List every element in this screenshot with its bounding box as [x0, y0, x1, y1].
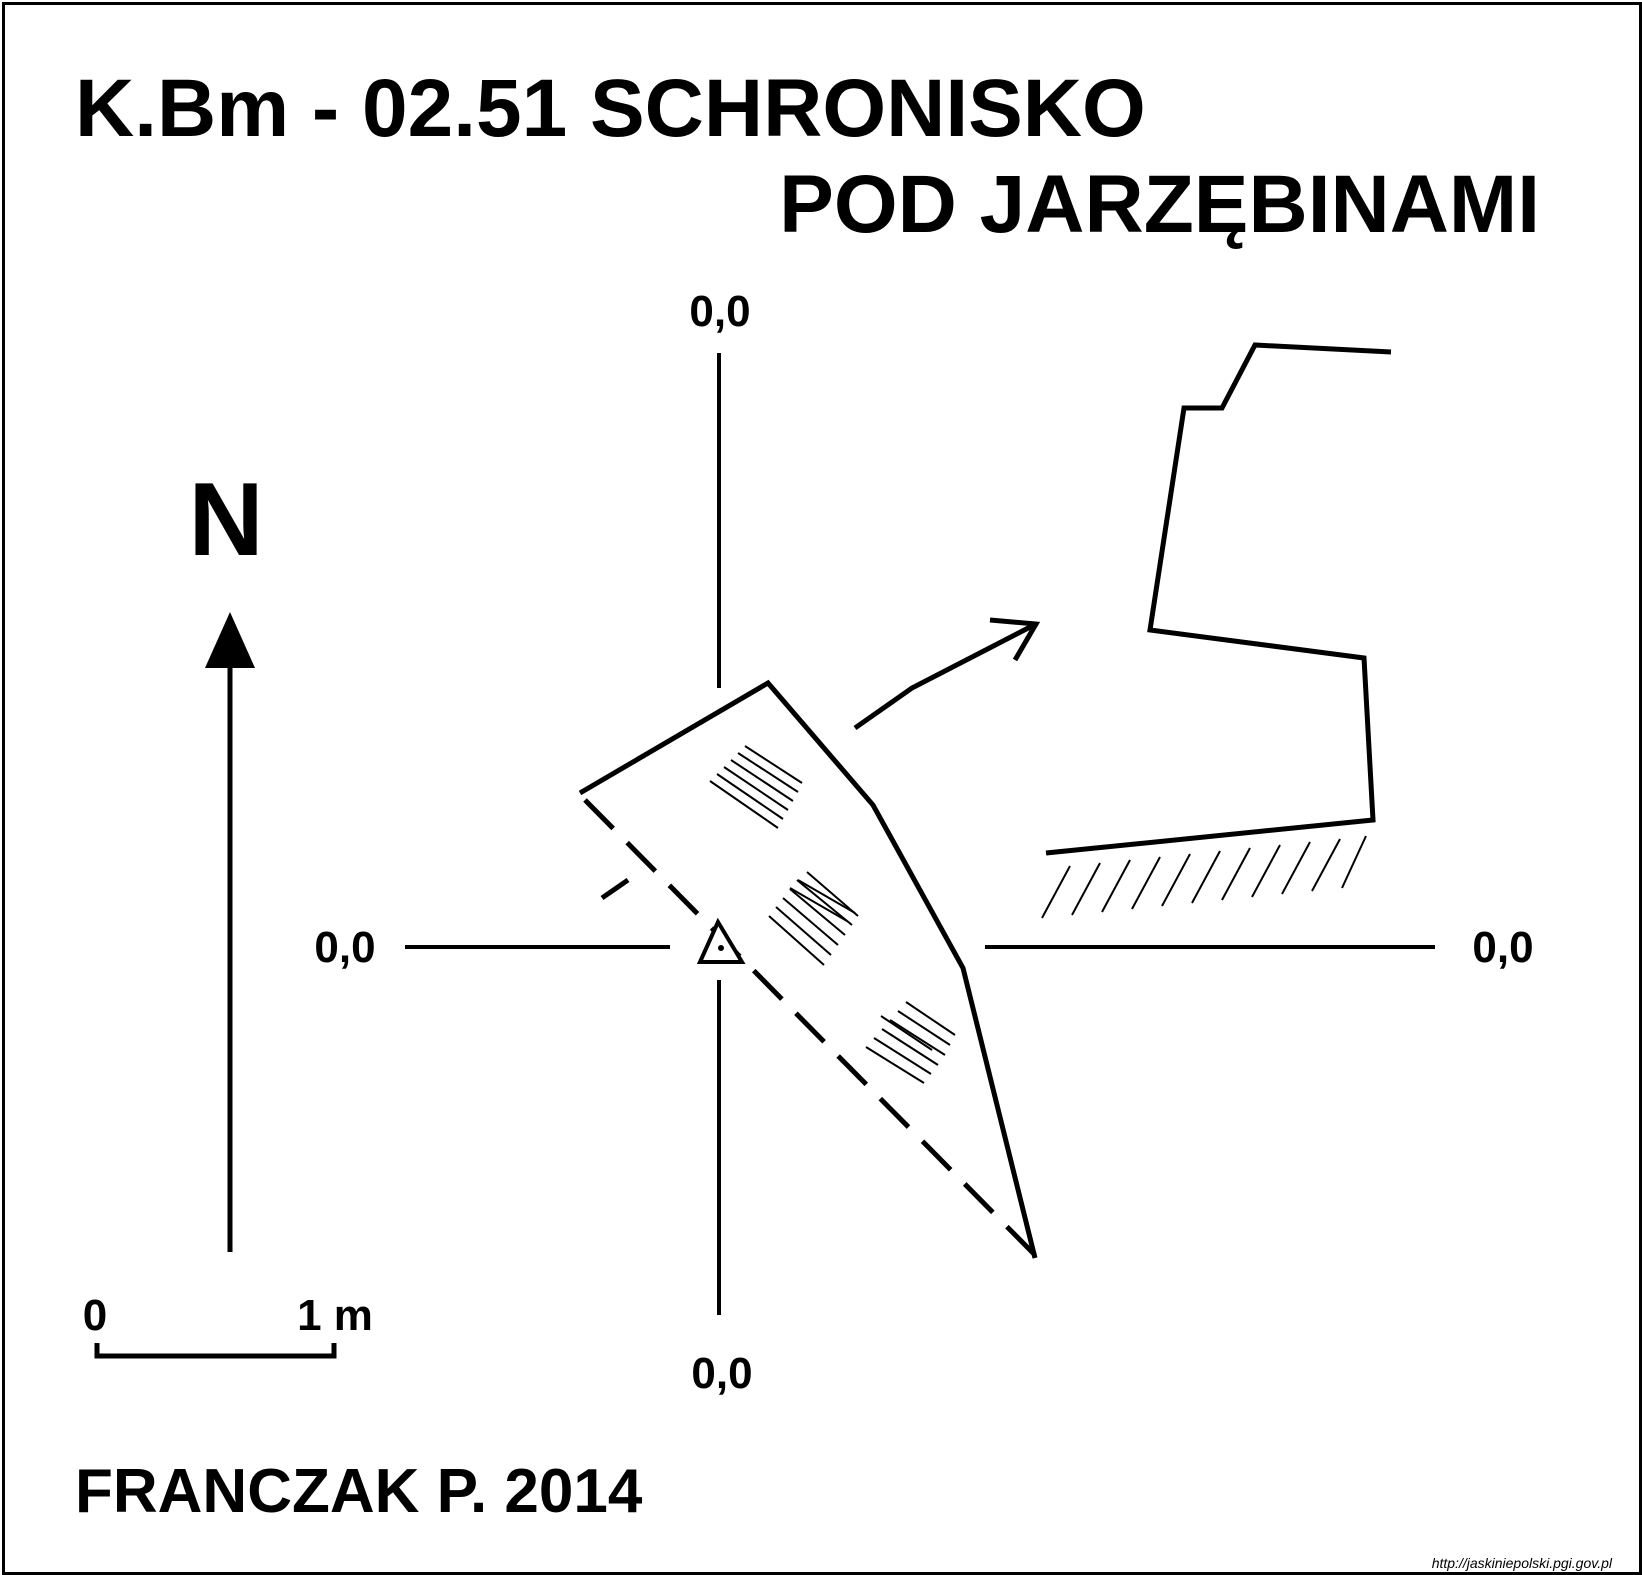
north-arrow: N	[188, 462, 264, 1252]
north-label: N	[188, 462, 263, 578]
dripline-short-segment	[600, 877, 630, 901]
direction-arrow	[853, 617, 1041, 731]
scale-start-label: 0	[83, 1291, 107, 1340]
axis-label-bottom: 0,0	[691, 1349, 752, 1398]
ground-hatching	[1041, 835, 1367, 919]
scale-bar: 0 1 m	[83, 1291, 373, 1359]
hatching-group-1	[709, 745, 803, 829]
dripline-dashed	[583, 798, 1037, 1257]
hatching-group-3	[865, 1001, 956, 1084]
survey-station-icon	[696, 917, 746, 964]
axis-label-left: 0,0	[314, 923, 375, 972]
north-arrowhead-icon	[205, 612, 255, 668]
cave-wall-outline	[578, 679, 1038, 1259]
cross-section-outline	[1045, 342, 1392, 856]
reference-cross	[405, 353, 1435, 1315]
scale-end-label: 1 m	[297, 1291, 373, 1340]
title-line-2: POD JARZĘBINAMI	[779, 159, 1540, 250]
axis-label-right: 0,0	[1472, 923, 1533, 972]
axis-label-top: 0,0	[689, 287, 750, 336]
scale-bar-line	[94, 1343, 337, 1359]
hatching-group-2	[768, 871, 859, 966]
title-line-1: K.Bm - 02.51 SCHRONISKO	[75, 63, 1146, 154]
source-credit: http://jaskiniepolski.pgi.gov.pl	[1432, 1555, 1613, 1571]
author-label: FRANCZAK P. 2014	[75, 1457, 643, 1526]
